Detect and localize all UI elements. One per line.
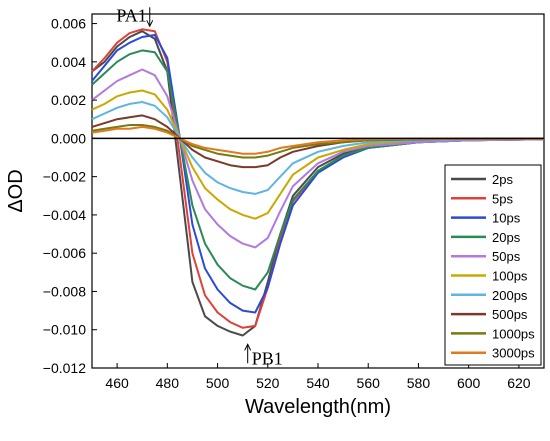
- y-tick-label: −0.010: [43, 322, 86, 338]
- annotation-arrowhead: [244, 343, 252, 351]
- legend-label-200ps: 200ps: [492, 288, 528, 303]
- series-line-1000ps: [91, 124, 545, 159]
- legend-label-100ps: 100ps: [492, 269, 528, 284]
- annotations: PA1 PB1: [116, 5, 282, 368]
- x-tick-label: 540: [306, 375, 330, 391]
- y-tick-label: −0.002: [43, 169, 86, 185]
- x-tick-label: 600: [457, 375, 481, 391]
- x-tick-label: 500: [206, 375, 230, 391]
- legend-label-1000ps: 1000ps: [492, 326, 535, 341]
- legend-label-500ps: 500ps: [492, 307, 528, 322]
- legend-label-20ps: 20ps: [492, 230, 521, 245]
- x-tick-label: 480: [156, 375, 180, 391]
- legend-label-5ps: 5ps: [492, 191, 513, 206]
- series-line-50ps: [91, 68, 545, 249]
- legend: 2ps 5ps 10ps 20ps 50ps 100ps 200ps 500ps 1000ps 3…: [444, 164, 542, 366]
- series-line-3000ps: [91, 125, 544, 155]
- x-tick-label: 620: [507, 375, 531, 391]
- legend-label-2ps: 2ps: [492, 172, 513, 187]
- annotation-label: PA1: [116, 5, 146, 25]
- legend-label-50ps: 50ps: [492, 249, 521, 264]
- x-axis-title: Wavelength(nm): [245, 396, 391, 418]
- y-tick-label: −0.008: [43, 283, 86, 299]
- y-tick-label: −0.012: [43, 360, 86, 376]
- annotation-label: PB1: [252, 348, 283, 368]
- y-tick-label: −0.004: [43, 207, 86, 223]
- y-tick-label: 0.002: [51, 92, 86, 108]
- annotation-arrowhead: [146, 20, 154, 28]
- y-tick-label: 0.004: [51, 54, 86, 70]
- x-tick-label: 520: [256, 375, 280, 391]
- series-line-10ps: [91, 34, 545, 314]
- x-axis-ticks: 460 480 500 520 540 560 580 600 620: [105, 363, 531, 391]
- x-tick-label: 560: [357, 375, 381, 391]
- x-tick-label: 460: [105, 375, 129, 391]
- series-line-20ps: [91, 49, 545, 291]
- y-tick-label: 0.000: [51, 130, 86, 146]
- series-line-2ps: [91, 30, 545, 337]
- x-tick-label: 580: [407, 375, 431, 391]
- y-axis-ticks: 0.006 0.004 0.002 0.000 −0.002 −0.004 −0.006 −0…: [43, 16, 97, 376]
- series-line-200ps: [91, 101, 545, 195]
- legend-items: 2ps 5ps 10ps 20ps 50ps 100ps 200ps 500ps 1000ps 3…: [451, 172, 535, 361]
- y-axis-title: ΔOD: [5, 169, 27, 212]
- series-line-100ps: [91, 89, 545, 220]
- y-tick-label: −0.006: [43, 245, 86, 261]
- legend-label-3000ps: 3000ps: [492, 346, 535, 361]
- series-group: [91, 28, 545, 337]
- y-tick-label: 0.006: [51, 16, 86, 32]
- legend-label-10ps: 10ps: [492, 211, 521, 226]
